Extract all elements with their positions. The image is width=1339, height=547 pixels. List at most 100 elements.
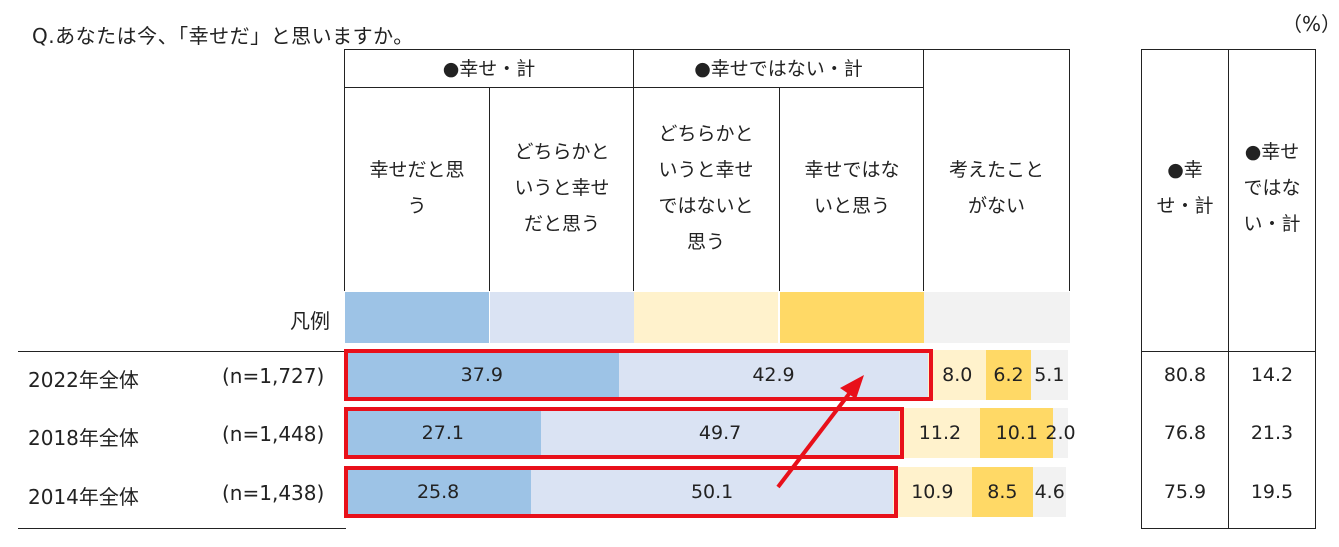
- bar-value-label: 5.1: [1034, 364, 1065, 386]
- bar-value-label: 49.7: [698, 422, 742, 444]
- legend-swatch-4: [780, 292, 924, 343]
- group-header-happy: ●幸せ・計: [442, 58, 536, 80]
- summary-header-happy: ●幸せ・計: [1142, 88, 1228, 288]
- trend-arrow-line: [776, 388, 854, 489]
- summary-border: [1141, 49, 1142, 529]
- column-header-text: 幸せではな いと思う: [804, 152, 899, 224]
- column-header-line: いうと幸せ: [658, 159, 754, 181]
- legend-swatch-5: [924, 292, 1070, 343]
- column-header-line: 幸せだと思: [369, 159, 465, 181]
- column-header-line: ではないと: [658, 195, 754, 217]
- row-sample-size: (n=1,448): [222, 422, 325, 446]
- unit-label: （%）: [1282, 12, 1339, 36]
- summary-happy-value: 76.8: [1163, 422, 1207, 444]
- header-top-border: [344, 49, 1070, 50]
- bar-segment: [1053, 408, 1068, 458]
- column-header-text: 考えたこと がない: [949, 152, 1044, 224]
- column-header-1: 幸せだと思う: [345, 88, 489, 288]
- bar-segment: [1033, 467, 1067, 517]
- bar-segment: [540, 408, 900, 458]
- summary-header-text: ●幸せではない・計: [1243, 134, 1300, 242]
- highlight-box: [344, 407, 905, 459]
- bar-segment: [980, 408, 1054, 458]
- table-border: [1069, 49, 1070, 291]
- highlight-box: [344, 466, 898, 518]
- bar-value-label: 27.1: [421, 422, 464, 444]
- bar-value-label: 8.5: [987, 481, 1018, 503]
- bar-value-label: 2.0: [1045, 422, 1076, 444]
- row-label: 2022年全体: [28, 368, 139, 392]
- bar-segment: [1030, 350, 1068, 400]
- column-header-2: どちらかというと幸せだと思う: [490, 88, 634, 288]
- row-sample-size: (n=1,727): [222, 364, 325, 388]
- bar-segment: [971, 467, 1034, 517]
- legend-label: 凡例: [290, 309, 330, 333]
- bar-segment: [618, 350, 929, 400]
- row-sample-size: (n=1,438): [222, 481, 325, 505]
- column-header-line: う: [407, 195, 427, 217]
- summary-happy-value: 80.8: [1163, 364, 1207, 386]
- row-label: 2014年全体: [28, 485, 139, 509]
- column-header-3: どちらかというと幸せではないと思う: [634, 88, 778, 288]
- bar-segment: [531, 467, 893, 517]
- column-header-line: いうと幸せ: [514, 177, 610, 199]
- bar-segment: [892, 467, 972, 517]
- column-header-4: 幸せではな いと思う: [780, 88, 924, 288]
- summary-header-text: ●幸せ・計: [1156, 152, 1213, 224]
- bar-segment: [345, 467, 532, 517]
- bar-segment: [345, 350, 619, 400]
- column-header-text: 幸せだと思う: [369, 152, 464, 224]
- summary-border: [1315, 49, 1316, 529]
- row-label: 2018年全体: [28, 426, 139, 450]
- bar-segment: [899, 408, 981, 458]
- summary-header-unhappy: ●幸せではない・計: [1229, 88, 1315, 288]
- bar-value-label: 6.2: [993, 364, 1024, 386]
- bar-value-label: 8.0: [942, 364, 973, 386]
- legend-swatch-3: [634, 292, 778, 343]
- table-border: [633, 49, 634, 291]
- bar-segment: [345, 408, 541, 458]
- summary-unhappy-value: 19.5: [1250, 481, 1294, 503]
- summary-header-line: い・計: [1243, 213, 1301, 235]
- bar-value-label: 37.9: [460, 364, 503, 386]
- summary-unhappy-value: 14.2: [1250, 364, 1294, 386]
- table-border: [779, 87, 780, 291]
- bar-value-label: 10.9: [911, 481, 954, 503]
- group-header-unhappy: ●幸せではない・計: [694, 58, 863, 80]
- column-header-text: どちらかというと幸せだと思う: [514, 134, 609, 242]
- column-header-line: 思う: [686, 231, 725, 253]
- bar-value-label: 11.2: [918, 422, 962, 444]
- summary-border: [1228, 49, 1229, 529]
- column-header-line: 幸せではな: [804, 159, 900, 181]
- legend-swatch-2: [490, 292, 634, 343]
- bar-value-label: 4.6: [1034, 481, 1065, 503]
- bar-value-label: 50.1: [690, 481, 734, 503]
- bar-value-label: 25.8: [416, 481, 460, 503]
- bar-value-label: 10.1: [995, 422, 1038, 444]
- column-header-line: どちらかと: [514, 141, 610, 163]
- group-header-divider: [344, 87, 924, 88]
- table-border: [489, 87, 490, 291]
- column-header-line: どちらかと: [658, 123, 754, 145]
- column-header-5: 考えたこと がない: [924, 88, 1069, 288]
- question-text: Q.あなたは今、「幸せだ」と思いますか。: [32, 24, 414, 48]
- rows-top-border: [18, 351, 346, 352]
- summary-unhappy-value: 21.3: [1250, 422, 1294, 444]
- bar-value-label: 42.9: [752, 364, 795, 386]
- summary-header-line: ●幸: [1167, 159, 1203, 181]
- table-border: [344, 49, 345, 291]
- summary-header-line: ●幸せ: [1244, 141, 1300, 163]
- legend-swatch-1: [345, 292, 489, 343]
- summary-header-line: ではな: [1243, 177, 1301, 199]
- summary-happy-value: 75.9: [1163, 481, 1207, 503]
- bar-segment: [986, 350, 1031, 400]
- highlight-box: [344, 349, 934, 401]
- column-header-line: 考えたこと: [948, 159, 1044, 181]
- column-header-line: だと思う: [523, 213, 600, 235]
- table-border: [923, 49, 924, 291]
- column-header-line: いと思う: [813, 195, 890, 217]
- column-header-text: どちらかというと幸せではないと思う: [658, 116, 753, 260]
- rows-bottom-border: [18, 528, 346, 529]
- summary-header-line: せ・計: [1156, 195, 1214, 217]
